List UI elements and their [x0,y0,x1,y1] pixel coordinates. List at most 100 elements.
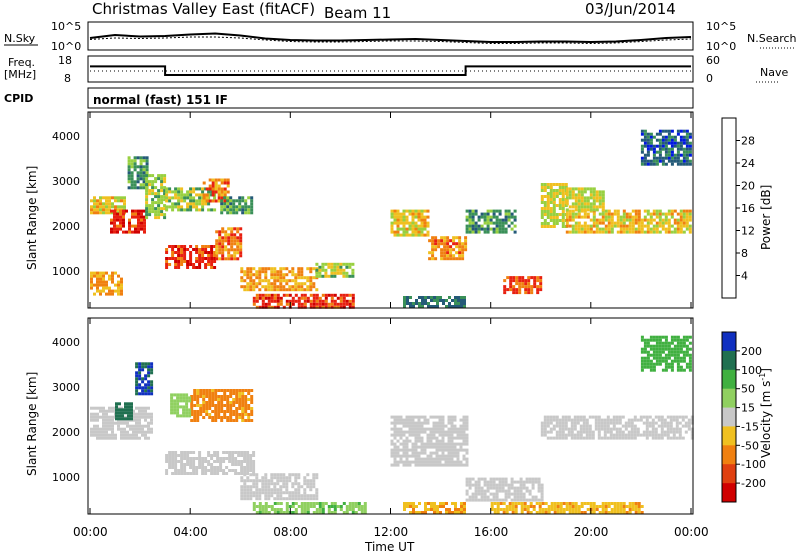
power-cell [510,221,514,225]
time-tick-label: 12:00 [374,525,409,539]
power-cell [238,196,242,200]
power-cell [285,299,289,303]
velocity-cell [126,433,129,437]
velocity-cell [609,421,613,425]
velocity-cell [196,389,200,392]
power-cell [201,251,205,254]
power-cell [480,215,484,219]
power-cell [131,230,134,234]
power-cell [577,224,581,228]
velocity-cell [603,421,607,425]
velocity-cell [612,415,616,419]
power-cell [267,267,271,271]
power-cell [601,202,605,206]
velocity-cell [516,495,520,499]
velocity-cell [489,486,493,490]
power-cell [136,156,140,160]
power-cell [211,187,215,191]
power-cell [339,305,343,309]
power-cell [291,267,295,271]
power-cell [195,260,199,263]
power-cell [217,199,221,203]
power-cell [116,218,119,222]
power-cell [99,196,102,200]
power-cell [142,177,146,181]
power-cell [390,230,394,234]
power-cell [189,196,193,200]
velocity-cell [273,491,277,495]
velocity-cell [150,362,154,366]
velocity-cell [489,492,493,496]
power-cell [177,260,181,263]
colorbar-swatch [722,483,736,503]
velocity-cell [675,424,679,428]
velocity-cell [300,505,304,508]
velocity-cell [438,427,442,431]
power-cell [558,204,562,207]
power-cell [321,293,325,297]
power-cell [652,212,656,216]
velocity-cell [424,511,427,514]
velocity-cell [606,418,610,422]
velocity-cell [636,433,640,437]
velocity-cell [450,442,454,446]
velocity-cell [648,421,652,425]
velocity-cell [438,463,442,467]
power-cell [127,168,131,172]
velocity-cell [179,399,183,403]
velocity-cell [559,508,563,511]
velocity-cell [522,492,526,496]
velocity-cell [244,404,248,407]
velocity-cell [528,477,532,481]
power-cell [267,305,271,309]
power-cell [640,132,644,136]
power-cell [214,190,218,194]
velocity-cell [664,365,668,369]
power-cell [96,280,99,284]
power-cell [583,208,587,212]
velocity-cell [202,395,206,398]
velocity-cell [675,436,679,440]
velocity-cell [594,421,598,425]
velocity-cell [108,409,111,413]
velocity-cell [124,405,127,409]
power-cell [240,270,244,274]
velocity-cell [558,430,562,434]
velocity-cell [532,508,536,511]
velocity-cell [541,511,545,514]
velocity-cell [202,404,206,407]
power-cell [180,208,184,212]
velocity-cell [426,457,430,461]
velocity-cell [615,430,619,434]
power-cell [136,177,140,181]
velocity-cell [444,457,448,461]
power-cell [631,218,635,222]
power-cell [177,245,181,248]
power-cell [527,291,531,295]
velocity-cell [214,410,218,413]
velocity-cell [229,395,233,398]
power-cell [227,239,231,243]
velocity-cell [188,396,192,400]
velocity-cell [195,469,199,472]
power-cell [670,209,674,213]
power-cell [652,159,656,163]
power-cell [477,224,481,228]
power-cell [577,196,581,200]
power-cell [157,201,161,205]
power-cell [543,207,547,210]
velocity-cell [441,442,445,446]
velocity-cell [513,495,517,499]
power-cell [294,288,298,292]
power-cell [433,299,436,302]
power-cell [685,138,689,142]
power-cell [658,224,662,228]
velocity-cell [90,430,93,434]
velocity-cell [682,368,686,372]
power-cell [460,296,463,299]
power-cell [189,260,193,263]
power-cell [495,230,499,234]
power-cell [580,224,584,228]
velocity-cell [357,502,361,505]
power-cell [208,187,212,191]
